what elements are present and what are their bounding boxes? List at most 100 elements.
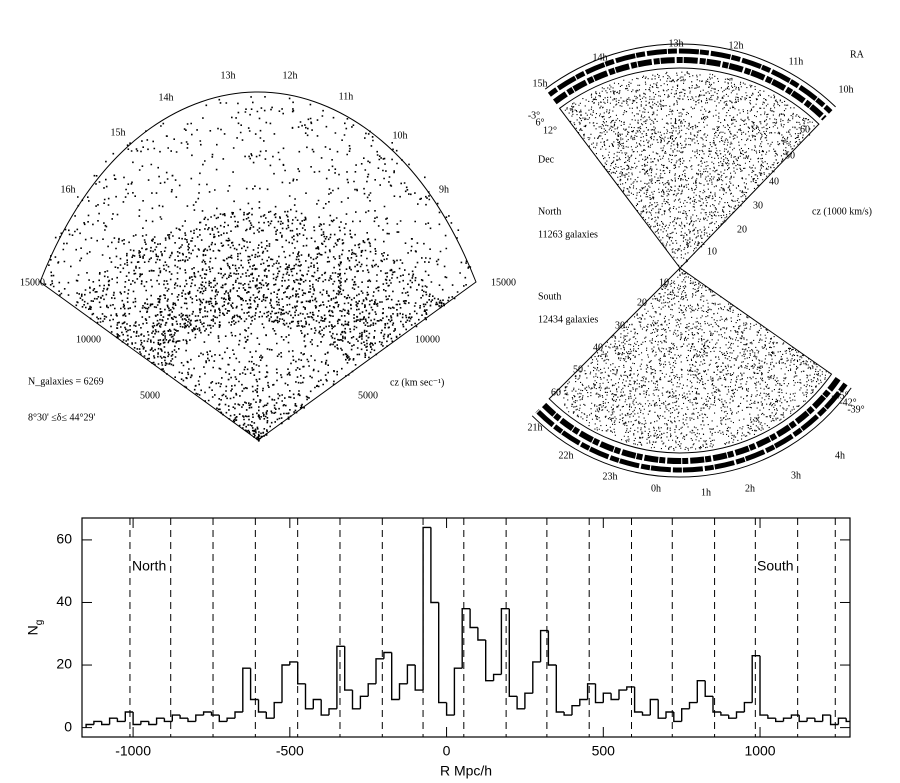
histogram-bin <box>665 711 674 719</box>
histogram-bin <box>242 667 251 712</box>
histogram-bin <box>124 711 134 722</box>
wedge-label: -45° <box>831 390 848 401</box>
histogram-bin <box>344 646 353 691</box>
hour-label: 12h <box>283 70 298 81</box>
histogram-bin <box>547 630 557 666</box>
histogram-bin <box>790 714 800 719</box>
plot-frame <box>81 517 851 738</box>
histogram-bin <box>249 668 259 701</box>
x-tick-label: 1000 <box>744 743 775 759</box>
wedge-label: 50 <box>573 364 583 375</box>
wedge-label: 4h <box>835 450 845 461</box>
histogram-bin <box>93 720 102 725</box>
survey-band <box>552 57 827 121</box>
histogram-bin <box>351 690 361 710</box>
histogram-bin <box>148 721 157 726</box>
histogram-bin <box>837 717 847 725</box>
y-tick-label: 20 <box>56 656 72 672</box>
histogram-bin <box>195 714 204 722</box>
histogram-bin <box>618 689 627 700</box>
histogram-bin <box>500 608 510 675</box>
y-tick-label: 60 <box>56 531 72 547</box>
histogram-bin <box>210 712 220 716</box>
wedge-label: 30 <box>615 320 625 331</box>
wedge-label: 60 <box>800 124 810 135</box>
hour-label: 9h <box>439 184 449 195</box>
south-count: 12434 galaxies <box>538 314 598 325</box>
histogram-bin <box>633 686 643 713</box>
histogram-bin <box>712 696 721 713</box>
histogram-bin <box>163 718 173 723</box>
histogram-bin <box>155 717 165 725</box>
hour-label: 14h <box>159 92 174 103</box>
histogram-bin <box>586 683 596 700</box>
histogram-bin <box>304 683 314 710</box>
histogram-bin <box>453 667 463 716</box>
wedge-label: -42° <box>839 397 856 408</box>
wedge-label: -39° <box>847 404 864 415</box>
histogram-bin <box>414 665 424 691</box>
dec-label: Dec <box>538 154 555 165</box>
histogram-bin <box>657 699 666 719</box>
histogram-bin <box>626 686 635 691</box>
histogram-bin <box>375 658 384 684</box>
histogram-bin <box>845 718 850 723</box>
histogram-bin <box>430 527 439 604</box>
histogram-bin <box>179 715 188 719</box>
histogram-bin <box>469 608 478 629</box>
x-tick-label: -500 <box>276 743 304 759</box>
north-label: North <box>538 206 561 217</box>
wedge-label: 21h <box>528 422 543 433</box>
histogram-bin <box>132 712 141 726</box>
radius-label: 15000 <box>491 277 516 288</box>
north-count: 11263 galaxies <box>538 229 598 240</box>
survey-band <box>541 376 841 464</box>
histogram-bin <box>563 712 572 716</box>
wedge-label: 40 <box>593 342 603 353</box>
hour-label: 10h <box>393 130 408 141</box>
wedge-label: 14h <box>593 52 608 63</box>
histogram-bin <box>814 718 823 723</box>
histogram-bin <box>508 608 518 697</box>
hour-label: 13h <box>221 70 236 81</box>
histogram-bin <box>422 526 431 691</box>
ra-label: RA <box>850 49 865 60</box>
y-axis-label: Ng <box>25 620 45 636</box>
wedge-label: 13h <box>669 38 684 49</box>
histogram-bin <box>798 715 808 723</box>
axis-label: cz (km sec⁻¹) <box>390 377 444 388</box>
wedge-label: 15h <box>533 78 548 89</box>
histogram-bin <box>367 683 376 697</box>
histogram-bin <box>461 608 471 669</box>
wedge-label: 20 <box>737 224 747 235</box>
histogram-bin <box>720 712 729 716</box>
histogram-bin <box>101 721 110 726</box>
wedge-label: 6° <box>536 117 545 128</box>
histogram-bin <box>759 655 768 716</box>
wedge-label: 23h <box>603 471 618 482</box>
radius-label: 15000 <box>20 277 45 288</box>
wedge-label: 2h <box>745 483 755 494</box>
axis-label: cz (1000 km/s) <box>812 206 872 217</box>
wedge-outline <box>558 67 820 269</box>
y-tick-label: 40 <box>56 593 72 609</box>
histogram-bin <box>359 695 369 709</box>
histogram-bin <box>383 651 392 659</box>
ring-line <box>531 387 852 478</box>
wedge-label: 40 <box>769 176 779 187</box>
histogram-bin <box>289 661 298 665</box>
histogram-bin <box>265 712 275 719</box>
histogram-bin <box>234 711 243 719</box>
histogram-bin <box>728 715 737 719</box>
histogram-bin <box>226 717 235 722</box>
radius-label: 5000 <box>140 390 160 401</box>
histogram-bin <box>297 661 306 685</box>
x-axis-label: R Mpc/h <box>440 763 492 779</box>
histogram-bin <box>406 664 416 684</box>
histogram-bin <box>438 602 447 704</box>
galaxy-points <box>564 71 815 267</box>
hour-label: 16h <box>61 184 76 195</box>
histogram-bin <box>257 699 267 713</box>
ring-line <box>544 43 836 108</box>
histogram-bin <box>571 705 580 716</box>
